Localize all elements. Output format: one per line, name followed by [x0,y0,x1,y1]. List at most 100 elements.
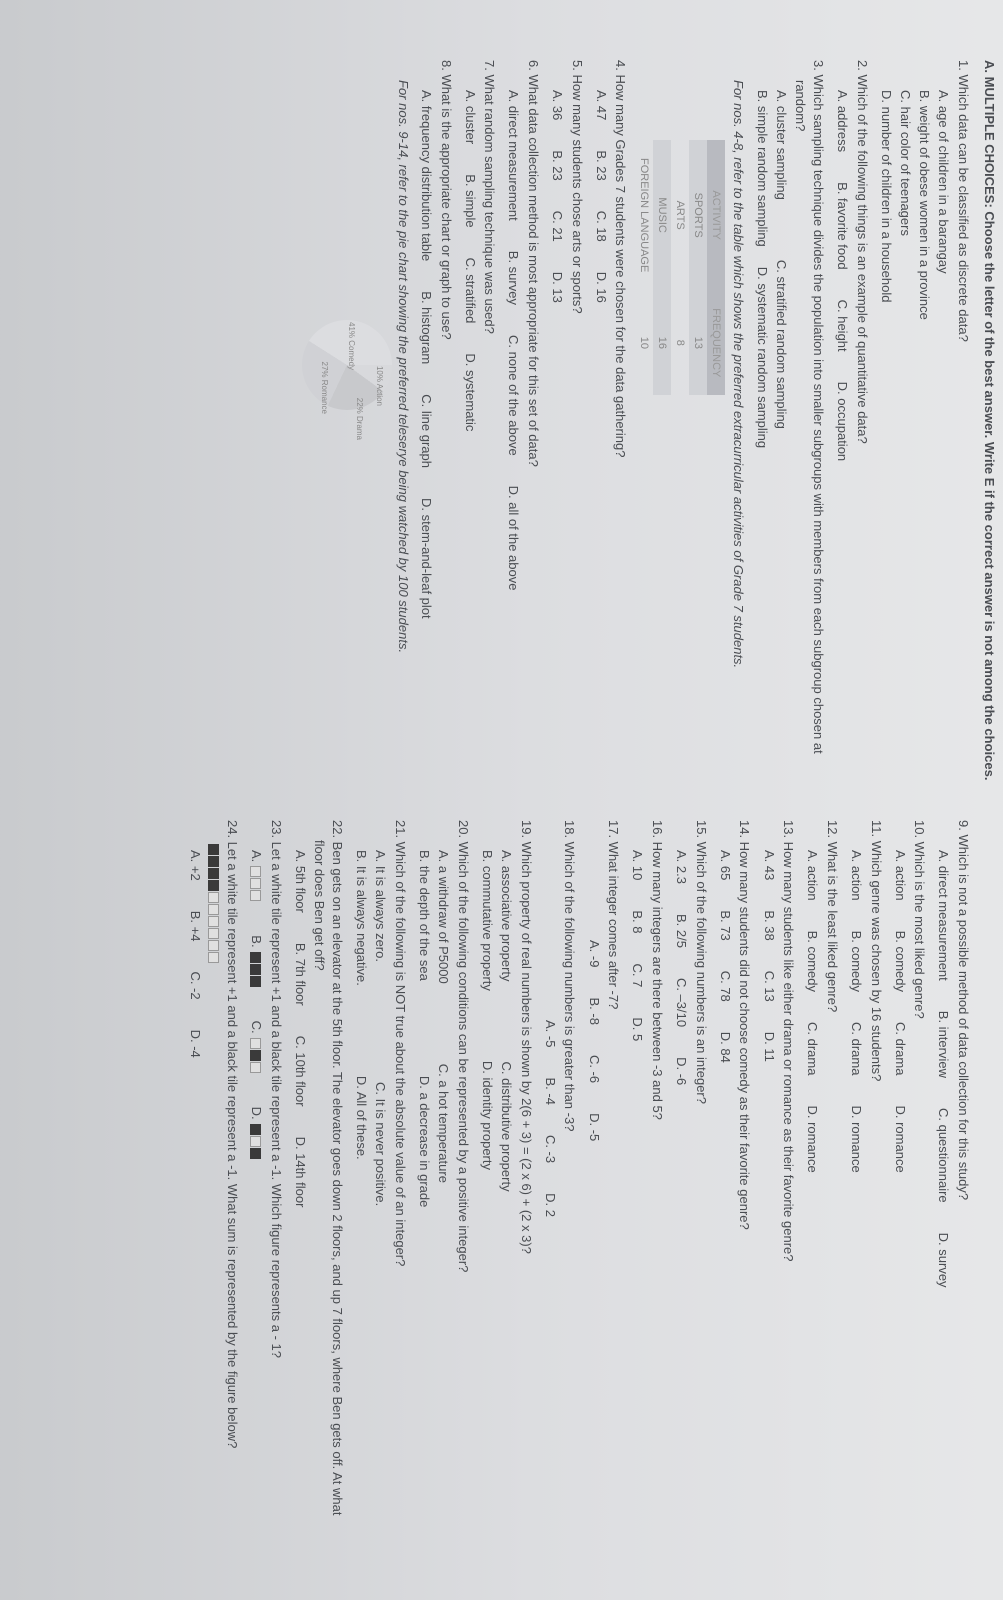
q21: 21. Which of the following is NOT true a… [391,840,409,1540]
th-activity: ACTIVITY [708,140,726,290]
note-4-8: For nos. 4-8, refer to the table which s… [732,80,747,780]
th-freq: FREQUENCY [708,290,726,395]
q12-d: D. romance [803,1105,821,1172]
q21-c: C. It is never positive. [371,1082,389,1206]
q22-d: D. 14th floor [291,1137,309,1208]
q21-d: D. All of these. [352,1076,370,1160]
q3-d: D. systematic random sampling [753,267,771,448]
q8-a: A. frequency distribution table [417,90,435,261]
q9-d: D. survey [934,1233,952,1288]
q23-a: A. [247,850,265,905]
q2-b: B. favorite food [833,182,851,269]
pie-chart: 10% Action 22% Drama 27% Romance 41% Com… [302,320,392,410]
q24-c: C. -2 [186,971,204,999]
q20-d: D. a decrease in grade [415,1076,433,1208]
q15-d: D. -6 [672,1057,690,1085]
q11-d: D. romance [847,1105,865,1172]
q18-b: B. -4 [541,1077,559,1104]
q23-c: C. [247,1021,265,1077]
q2-c: C. height [833,300,851,352]
q23: 23. Let a white tile represent +1 and a … [267,840,285,1540]
q14-d: D. 84 [716,1032,734,1063]
q12-b: B. comedy [803,931,821,992]
q5: 5. How many students chose arts or sport… [568,80,586,780]
q18-a: A. -5 [541,1020,559,1047]
q10-a: A. action [891,850,909,901]
q3-a: A. cluster sampling [772,90,790,200]
q19: 19. Which property of real numbers is sh… [517,840,535,1540]
q22-c: C. 10th floor [291,1036,309,1107]
q24: 24. Let a white tile represent +1 and a … [206,840,241,1540]
q16: 16. How many integers are there between … [648,840,666,1540]
q15-b: B. 2/5 [672,914,690,948]
q11: 11. Which genre was chosen by 16 student… [867,840,885,1540]
q10-d: D. romance [891,1105,909,1172]
q24-d: D. -4 [186,1030,204,1058]
q9-b: B. interview [934,1011,952,1078]
q16-c: C. 7 [628,963,646,987]
q7-b: B. simple [461,174,479,227]
q20: 20. Which of the following conditions ca… [454,840,472,1540]
q17: 17. What integer comes after -7? [605,840,623,1540]
q5-b: B. 23 [548,150,566,180]
q18: 18. Which of the following numbers is gr… [561,840,579,1540]
q18-c: C. -3 [541,1135,559,1163]
q9-c: C. questionnaire [934,1108,952,1203]
q12-a: A. action [803,850,821,901]
q13-a: A. 43 [759,850,777,880]
q15-c: C. –3/10 [672,978,690,1027]
q15: 15. Which of the following numbers is an… [692,840,710,1540]
q21-a: A. It is always zero. [371,850,389,962]
q11-c: C. drama [847,1022,865,1075]
q18-d: D. 2 [541,1193,559,1217]
q13-d: D. 11 [759,1032,777,1062]
q20-a: A. a withdraw of P5000 [434,850,452,984]
q4-c: C. 18 [592,211,610,242]
q6-d: D. all of the above [504,486,522,591]
q5-c: C. 21 [548,211,566,242]
q5-a: A. 36 [548,90,566,120]
activity-table: ACTIVITYFREQUENCY SPORTS13 ARTS8 MUSIC16… [636,140,726,395]
q22-b: B. 7th floor [291,943,309,1006]
q8: 8. What is the appropriate chart or grap… [437,80,455,780]
q13: 13. How many students like either drama … [780,840,798,1540]
q16-a: A. 10 [628,850,646,880]
q8-c: C. line graph [417,394,435,468]
q1-d: D. number of children in a household [877,90,895,780]
q9-a: A. direct measurement [934,850,952,981]
q14-a: A. 65 [716,850,734,880]
q11-a: A. action [847,850,865,901]
q20-b: B. the depth of the sea [415,850,433,981]
q2-a: A. address [833,90,851,152]
q3-c: C. stratified random sampling [772,260,790,429]
q8-d: D. stem-and-leaf plot [417,498,435,619]
q8-b: B. histogram [417,291,435,364]
q24-a: A. +2 [186,850,204,881]
q4-d: D. 16 [592,272,610,303]
q1-a: A. age of children in a barangay [934,90,952,780]
q7: 7. What random sampling technique was us… [481,80,499,780]
q10-c: C. drama [891,1022,909,1075]
q1: 1. Which data can be classified as discr… [954,80,972,780]
q6: 6. What data collection method is most a… [524,80,542,780]
q22-a: A. 5th floor [291,850,309,913]
q5-d: D. 13 [548,272,566,303]
q1-c: C. hair color of teenagers [896,90,914,780]
q19-d: D. identity property [478,1061,496,1170]
section-a-title: A. MULTIPLE CHOICES: Choose the letter o… [982,60,997,1540]
test-page: THIRD QUARTER SUMMATIVE TEST in MATHEMAT… [0,0,1003,1600]
q13-b: B. 38 [759,910,777,940]
q12: 12. What is the least liked genre? [823,840,841,1540]
q6-c: C. none of the above [504,335,522,456]
q15-a: A. 2.3 [672,850,690,884]
q9: 9. Which is not a possible method of dat… [954,840,972,1540]
q14: 14. How many students did not choose com… [736,840,754,1540]
q2-d: D. occupation [833,382,851,462]
q7-c: C. stratified [461,258,479,324]
q21-b: B. It is always negative. [352,850,370,986]
q7-d: D. systematic [461,353,479,431]
q24-figure [208,844,219,963]
q14-b: B. 73 [716,910,734,940]
q16-b: B. 8 [628,910,646,933]
q4: 4. How many Grades 7 students were chose… [612,80,630,780]
